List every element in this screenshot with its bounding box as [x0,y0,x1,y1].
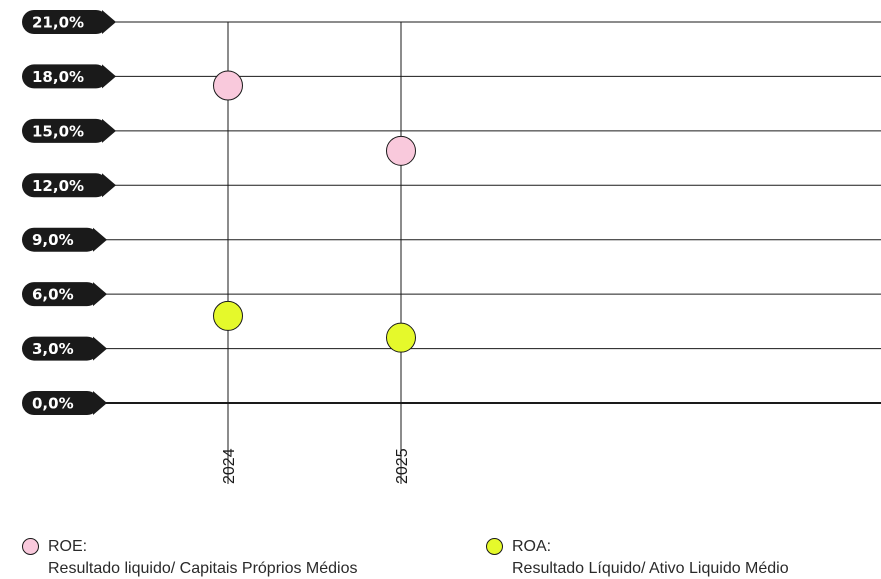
legend-label-roe: ROE: [48,538,88,555]
y-tick-label: 18,0% [32,68,84,86]
y-tick-label: 3,0% [32,340,74,358]
y-tick-pill-arrow [102,173,116,198]
y-tick-pill [22,227,99,252]
roe-roa-chart: 0,0% 3,0% 6,0% 9,0% 12,0% 15,0% 18,0% 21,0% 202… [22,10,881,484]
y-tick-pill-arrow [102,10,116,34]
y-tick-pill [22,118,108,143]
y-tick-pill-arrow [93,336,107,361]
roa-point [213,300,243,331]
roe-point [386,135,416,166]
x-tick-label: 2024 [221,448,238,484]
y-tick-pill [22,391,99,415]
y-tick-pill-arrow [93,227,107,252]
x-axis-tick-labels: 2024 2025 [221,448,411,484]
legend-item-roe: ROE: Resultado liquido/ Capitais Próprio… [22,536,358,579]
roa-point [386,322,416,353]
y-tick-pill-arrow [93,282,107,307]
y-tick-label: 6,0% [32,286,74,304]
y-tick-pill-arrow [102,118,116,143]
y-tick-pill [22,282,99,307]
y-tick-label: 15,0% [32,122,84,140]
y-tick-pill [22,64,108,89]
category-lines [227,22,402,484]
y-tick-label: 21,0% [32,14,84,32]
y-tick-label: 12,0% [32,177,84,195]
y-axis-tick-labels: 0,0% 3,0% 6,0% 9,0% 12,0% 15,0% 18,0% 21,0% [22,10,116,415]
legend-label-roa: ROA: [512,538,552,555]
legend-description-roa: Resultado Líquido/ Ativo Liquido Médio [512,560,789,577]
legend-item-roa: ROA: Resultado Líquido/ Ativo Liquido Mé… [486,536,789,579]
x-tick-label: 2025 [394,448,411,484]
legend-text-roe: ROE: Resultado liquido/ Capitais Próprio… [48,536,358,579]
y-tick-pill [22,10,108,34]
roe-legend-swatch [22,538,39,555]
y-tick-pill-arrow [93,391,107,415]
data-points [213,70,416,353]
roe-point [213,70,243,101]
legend-description-roe: Resultado liquido/ Capitais Próprios Méd… [48,560,358,577]
legend-text-roa: ROA: Resultado Líquido/ Ativo Liquido Mé… [512,536,789,579]
y-tick-pill-arrow [102,64,116,89]
y-tick-label: 0,0% [32,395,74,413]
y-tick-pill [22,336,99,361]
roa-legend-swatch [486,538,503,555]
y-tick-pill [22,173,108,198]
y-tick-label: 9,0% [32,231,74,249]
